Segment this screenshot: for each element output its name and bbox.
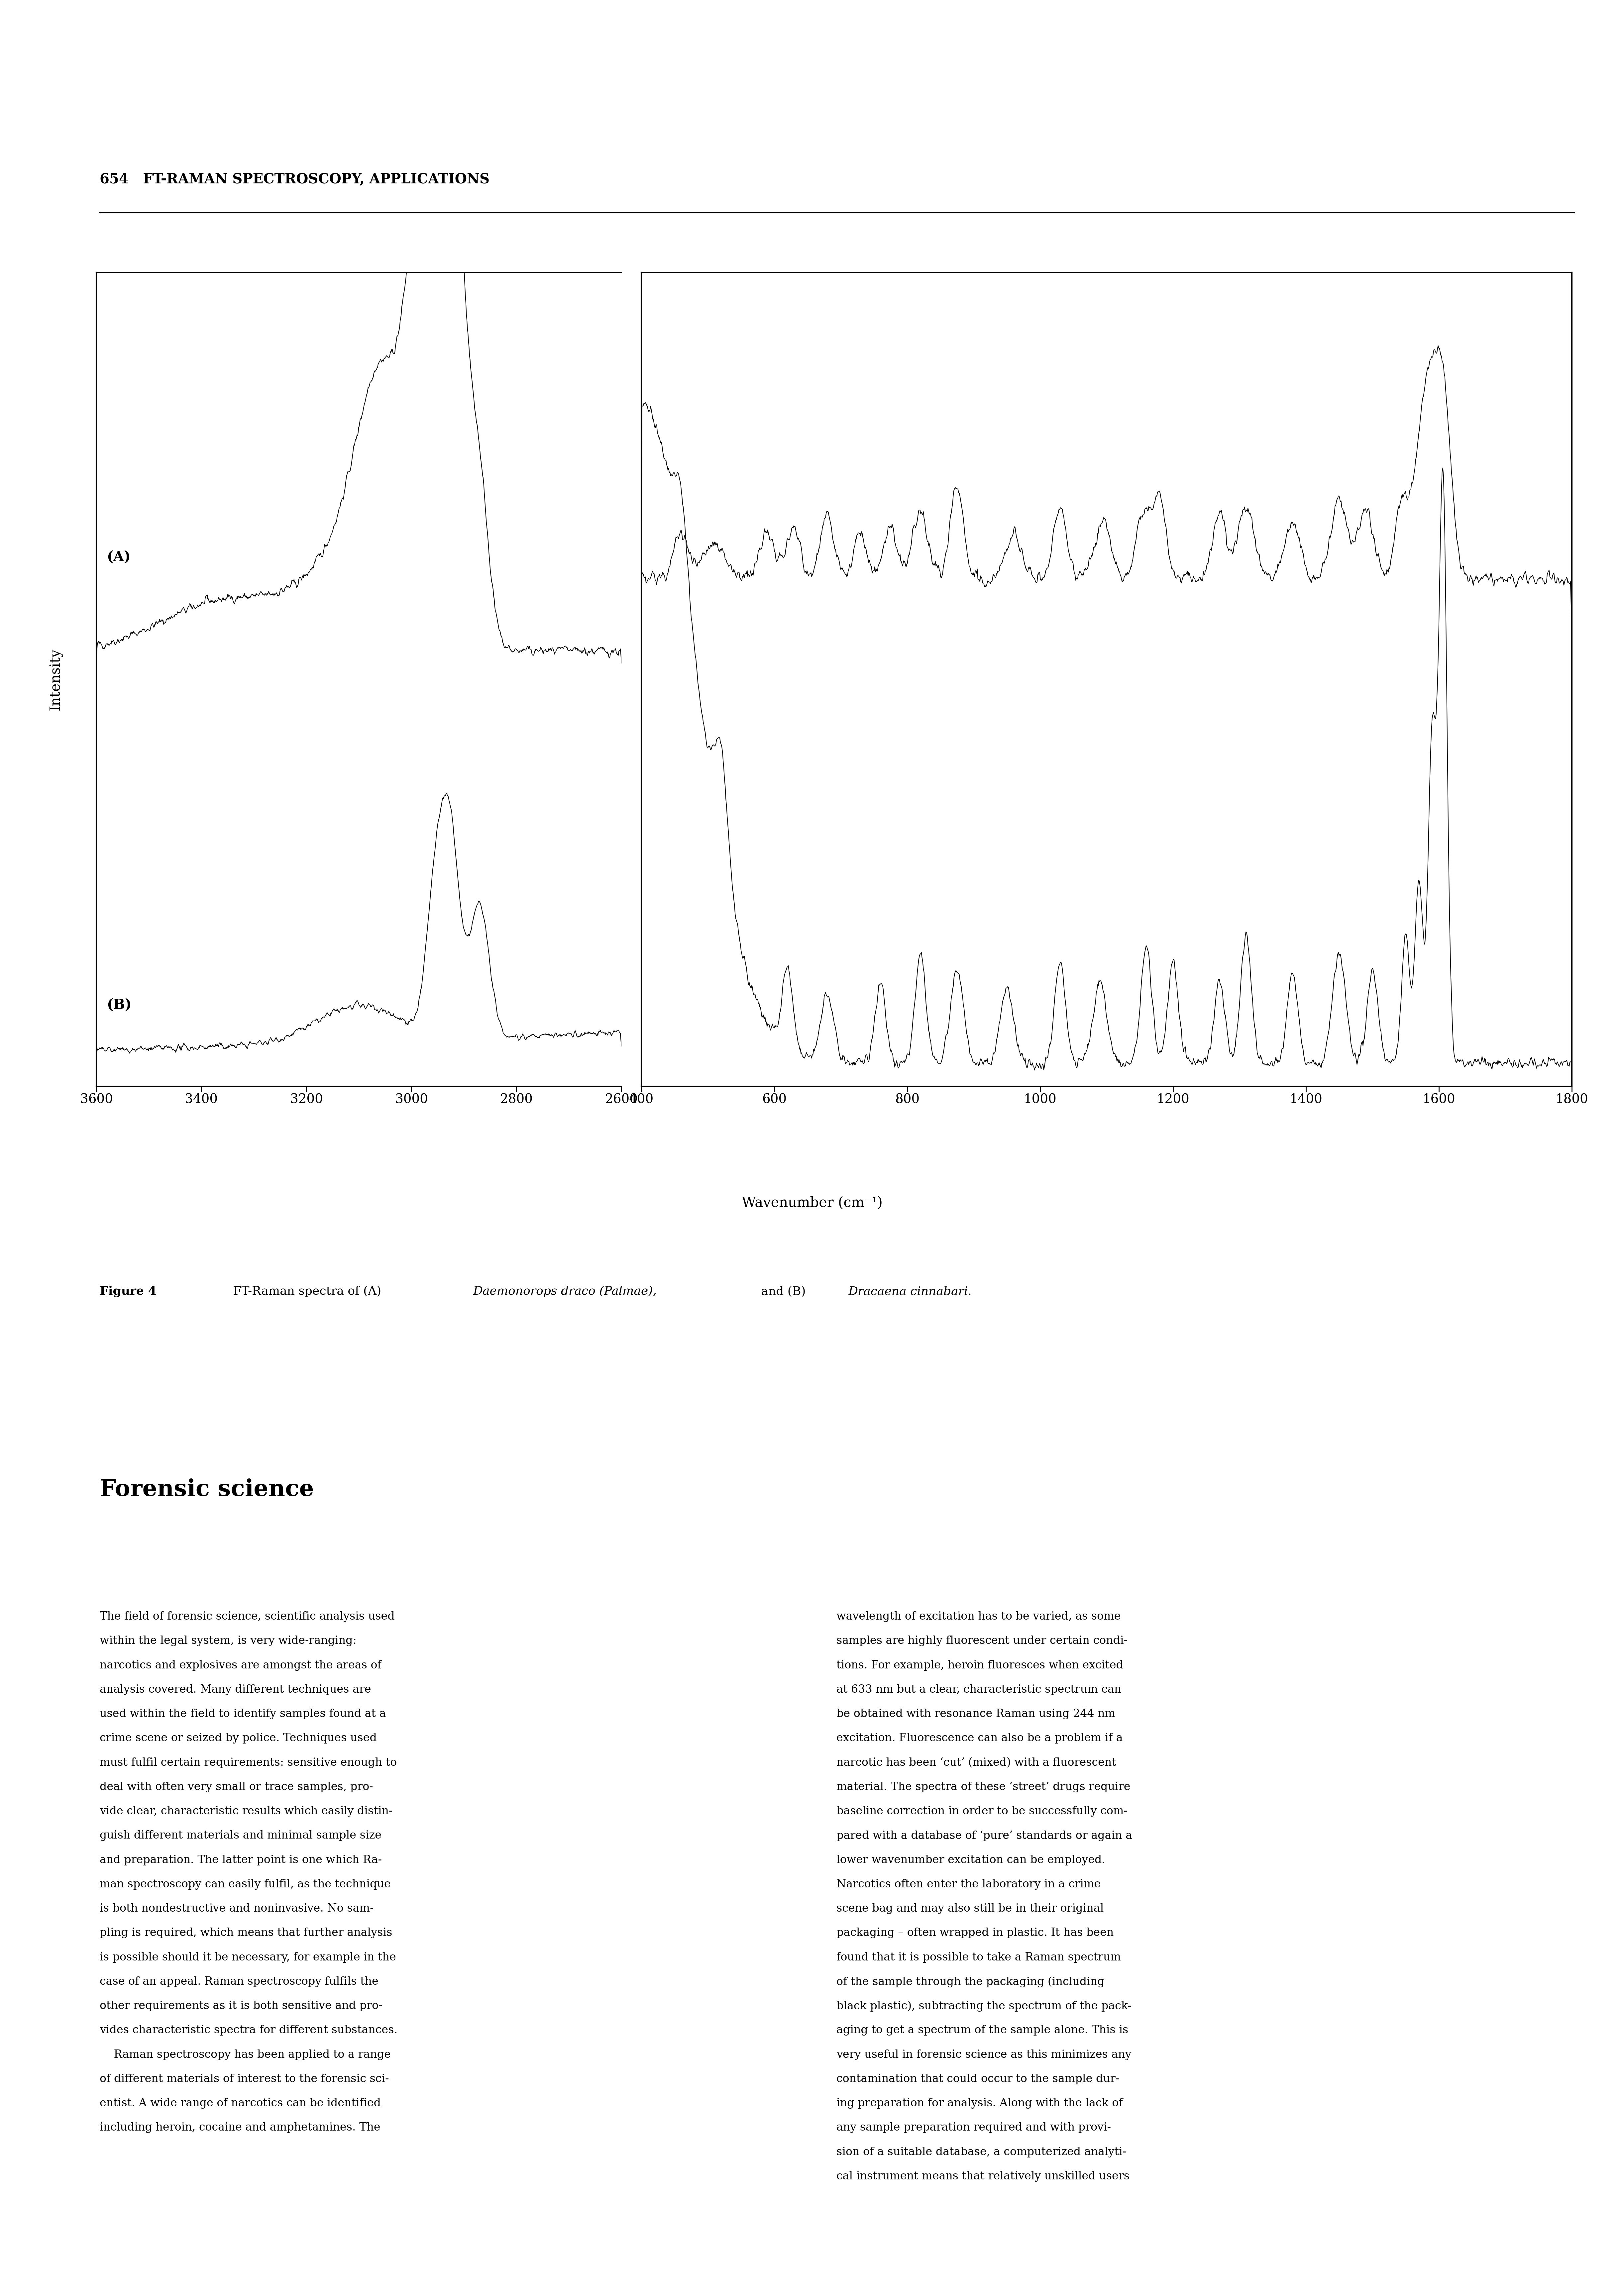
Text: pared with a database of ‘pure’ standards or again a: pared with a database of ‘pure’ standard… xyxy=(836,1830,1132,1841)
Text: including heroin, cocaine and amphetamines. The: including heroin, cocaine and amphetamin… xyxy=(99,2122,380,2133)
Text: of the sample through the packaging (including: of the sample through the packaging (inc… xyxy=(836,1977,1104,1988)
Text: Raman spectroscopy has been applied to a range: Raman spectroscopy has been applied to a… xyxy=(99,2050,391,2060)
Text: within the legal system, is very wide-ranging:: within the legal system, is very wide-ra… xyxy=(99,1635,357,1646)
Text: Wavenumber (cm⁻¹): Wavenumber (cm⁻¹) xyxy=(742,1196,882,1210)
Text: samples are highly fluorescent under certain condi-: samples are highly fluorescent under cer… xyxy=(836,1635,1127,1646)
Text: guish different materials and minimal sample size: guish different materials and minimal sa… xyxy=(99,1830,382,1841)
Text: (A): (A) xyxy=(107,551,130,565)
Text: Daemonorops draco (Palmae),: Daemonorops draco (Palmae), xyxy=(473,1286,658,1297)
Text: tions. For example, heroin fluoresces when excited: tions. For example, heroin fluoresces wh… xyxy=(836,1660,1124,1671)
Text: contamination that could occur to the sample dur-: contamination that could occur to the sa… xyxy=(836,2073,1119,2085)
Text: found that it is possible to take a Raman spectrum: found that it is possible to take a Rama… xyxy=(836,1952,1121,1963)
Text: at 633 nm but a clear, characteristic spectrum can: at 633 nm but a clear, characteristic sp… xyxy=(836,1685,1121,1694)
Text: pling is required, which means that further analysis: pling is required, which means that furt… xyxy=(99,1929,393,1938)
Text: Intensity: Intensity xyxy=(49,647,63,709)
Text: analysis covered. Many different techniques are: analysis covered. Many different techniq… xyxy=(99,1685,370,1694)
Text: narcotics and explosives are amongst the areas of: narcotics and explosives are amongst the… xyxy=(99,1660,382,1671)
Text: narcotic has been ‘cut’ (mixed) with a fluorescent: narcotic has been ‘cut’ (mixed) with a f… xyxy=(836,1756,1116,1768)
Text: material. The spectra of these ‘street’ drugs require: material. The spectra of these ‘street’ … xyxy=(836,1782,1130,1793)
Text: is possible should it be necessary, for example in the: is possible should it be necessary, for … xyxy=(99,1952,396,1963)
Text: man spectroscopy can easily fulfil, as the technique: man spectroscopy can easily fulfil, as t… xyxy=(99,1878,391,1890)
Text: must fulfil certain requirements: sensitive enough to: must fulfil certain requirements: sensit… xyxy=(99,1756,396,1768)
Text: The field of forensic science, scientific analysis used: The field of forensic science, scientifi… xyxy=(99,1612,395,1621)
Text: deal with often very small or trace samples, pro-: deal with often very small or trace samp… xyxy=(99,1782,374,1793)
Text: Figure 4: Figure 4 xyxy=(99,1286,156,1297)
Text: wavelength of excitation has to be varied, as some: wavelength of excitation has to be varie… xyxy=(836,1612,1121,1621)
Text: aging to get a spectrum of the sample alone. This is: aging to get a spectrum of the sample al… xyxy=(836,2025,1129,2037)
Text: of different materials of interest to the forensic sci-: of different materials of interest to th… xyxy=(99,2073,390,2085)
Text: case of an appeal. Raman spectroscopy fulfils the: case of an appeal. Raman spectroscopy fu… xyxy=(99,1977,378,1986)
Text: and preparation. The latter point is one which Ra-: and preparation. The latter point is one… xyxy=(99,1855,382,1864)
Text: Forensic science: Forensic science xyxy=(99,1479,313,1502)
Text: (B): (B) xyxy=(107,999,132,1013)
Text: other requirements as it is both sensitive and pro-: other requirements as it is both sensiti… xyxy=(99,2000,382,2011)
Text: and (B): and (B) xyxy=(757,1286,810,1297)
Text: very useful in forensic science as this minimizes any: very useful in forensic science as this … xyxy=(836,2050,1132,2060)
Text: used within the field to identify samples found at a: used within the field to identify sample… xyxy=(99,1708,387,1720)
Text: packaging – often wrapped in plastic. It has been: packaging – often wrapped in plastic. It… xyxy=(836,1929,1114,1938)
Text: crime scene or seized by police. Techniques used: crime scene or seized by police. Techniq… xyxy=(99,1733,377,1743)
Text: cal instrument means that relatively unskilled users: cal instrument means that relatively uns… xyxy=(836,2172,1129,2181)
Text: 654   FT-RAMAN SPECTROSCOPY, APPLICATIONS: 654 FT-RAMAN SPECTROSCOPY, APPLICATIONS xyxy=(99,172,489,186)
Text: be obtained with resonance Raman using 244 nm: be obtained with resonance Raman using 2… xyxy=(836,1708,1116,1720)
Text: scene bag and may also still be in their original: scene bag and may also still be in their… xyxy=(836,1903,1104,1915)
Text: Narcotics often enter the laboratory in a crime: Narcotics often enter the laboratory in … xyxy=(836,1878,1101,1890)
Text: is both nondestructive and noninvasive. No sam-: is both nondestructive and noninvasive. … xyxy=(99,1903,374,1915)
Text: FT-Raman spectra of (A): FT-Raman spectra of (A) xyxy=(221,1286,385,1297)
Text: Dracaena cinnabari.: Dracaena cinnabari. xyxy=(848,1286,971,1297)
Text: vides characteristic spectra for different substances.: vides characteristic spectra for differe… xyxy=(99,2025,398,2037)
Text: vide clear, characteristic results which easily distin-: vide clear, characteristic results which… xyxy=(99,1807,393,1816)
Text: ing preparation for analysis. Along with the lack of: ing preparation for analysis. Along with… xyxy=(836,2099,1122,2108)
Text: baseline correction in order to be successfully com-: baseline correction in order to be succe… xyxy=(836,1807,1127,1816)
Text: black plastic), subtracting the spectrum of the pack-: black plastic), subtracting the spectrum… xyxy=(836,2000,1132,2011)
Text: excitation. Fluorescence can also be a problem if a: excitation. Fluorescence can also be a p… xyxy=(836,1733,1122,1743)
Text: sion of a suitable database, a computerized analyti-: sion of a suitable database, a computeri… xyxy=(836,2147,1125,2158)
Text: lower wavenumber excitation can be employed.: lower wavenumber excitation can be emplo… xyxy=(836,1855,1106,1864)
Text: entist. A wide range of narcotics can be identified: entist. A wide range of narcotics can be… xyxy=(99,2099,380,2108)
Text: any sample preparation required and with provi-: any sample preparation required and with… xyxy=(836,2122,1111,2133)
